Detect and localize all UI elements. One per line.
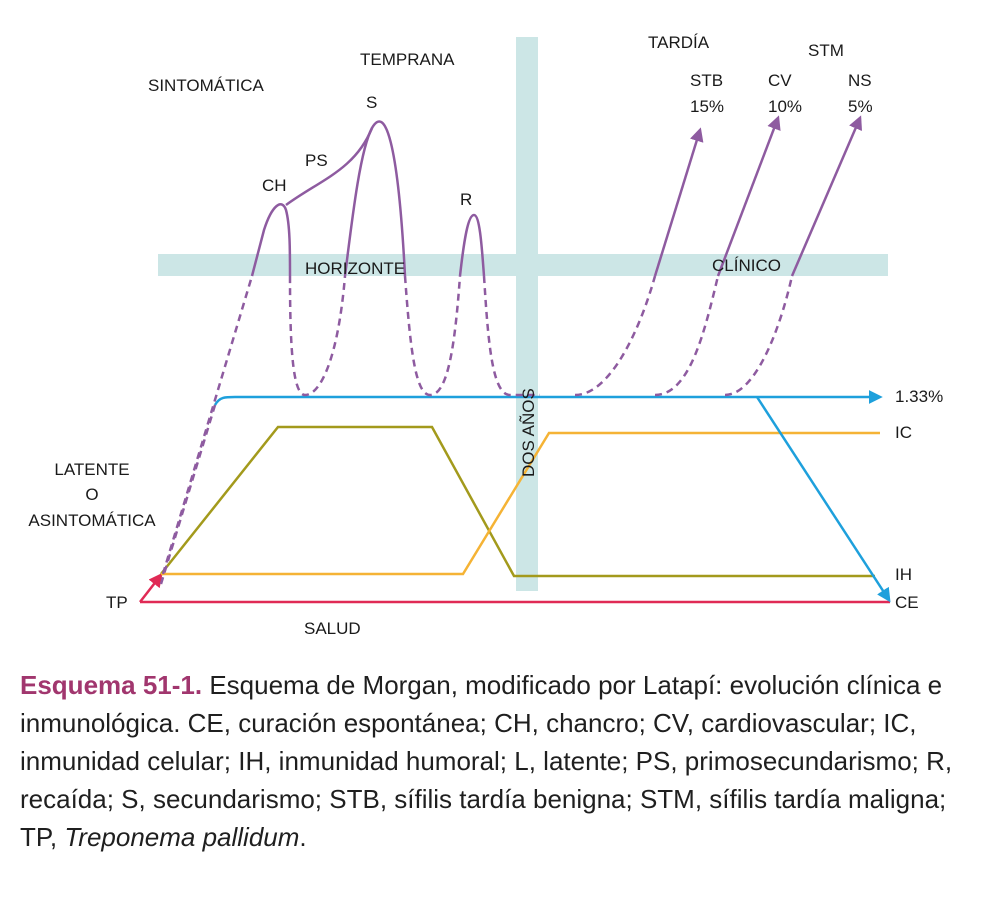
label-tardia: TARDÍA [648, 33, 710, 52]
secondary-curve [343, 120, 407, 277]
label-temprana: TEMPRANA [360, 50, 455, 69]
label-ce: CE [895, 593, 919, 612]
label-tp: TP [106, 593, 128, 612]
caption-italic: Treponema pallidum [64, 822, 300, 852]
caption-text: Esquema de Morgan, modificado por Latapí… [20, 670, 953, 852]
ns-arrow [790, 115, 863, 277]
relapse-curve [458, 213, 486, 277]
ce-arrow [755, 396, 891, 603]
label-sintomatica: SINTOMÁTICA [148, 76, 265, 95]
stb-arrow [653, 127, 704, 277]
label-horizonte: HORIZONTE [305, 259, 405, 278]
label-ns-pct: 5% [848, 97, 873, 116]
label-dos-anos: DOS AÑOS [519, 388, 538, 477]
label-r: R [460, 190, 472, 209]
label-latente-o: O [85, 485, 98, 504]
label-cv: CV [768, 71, 792, 90]
label-stb: STB [690, 71, 723, 90]
label-latente: LATENTE [54, 460, 129, 479]
label-ch: CH [262, 176, 287, 195]
label-133: 1.33% [895, 387, 943, 406]
relapse-dashed-fall [482, 275, 540, 397]
figure-caption: Esquema 51-1. Esquema de Morgan, modific… [20, 666, 970, 856]
ps-curve [285, 127, 374, 207]
cv-dashed [654, 275, 720, 397]
label-ps: PS [305, 151, 328, 170]
ns-dashed [724, 275, 794, 397]
two-years-band [516, 37, 538, 591]
early-dashed-rise-2 [159, 404, 217, 585]
chancre-dashed-fall [288, 275, 347, 397]
morgan-diagram: SINTOMÁTICA TEMPRANA TARDÍA STM STB 15% … [28, 33, 943, 638]
latent-line [213, 390, 883, 406]
label-stm: STM [808, 41, 844, 60]
cv-arrow [716, 115, 781, 277]
label-asintomatica: ASINTOMÁTICA [28, 511, 156, 530]
ih-curve [160, 425, 875, 578]
label-ns: NS [848, 71, 872, 90]
label-ih: IH [895, 565, 912, 584]
label-salud: SALUD [304, 619, 361, 638]
label-clinico: CLÍNICO [712, 256, 781, 275]
caption-end: . [299, 822, 307, 852]
ic-curve [161, 431, 880, 576]
early-dashed-rise [161, 275, 254, 575]
tp-arrow [139, 572, 163, 603]
secondary-dashed-fall [403, 275, 462, 397]
caption-label: Esquema 51-1. [20, 670, 203, 700]
chancre-curve [250, 203, 292, 277]
stb-dashed [574, 275, 657, 397]
label-s: S [366, 93, 377, 112]
label-stb-pct: 15% [690, 97, 724, 116]
label-cv-pct: 10% [768, 97, 802, 116]
label-ic: IC [895, 423, 912, 442]
